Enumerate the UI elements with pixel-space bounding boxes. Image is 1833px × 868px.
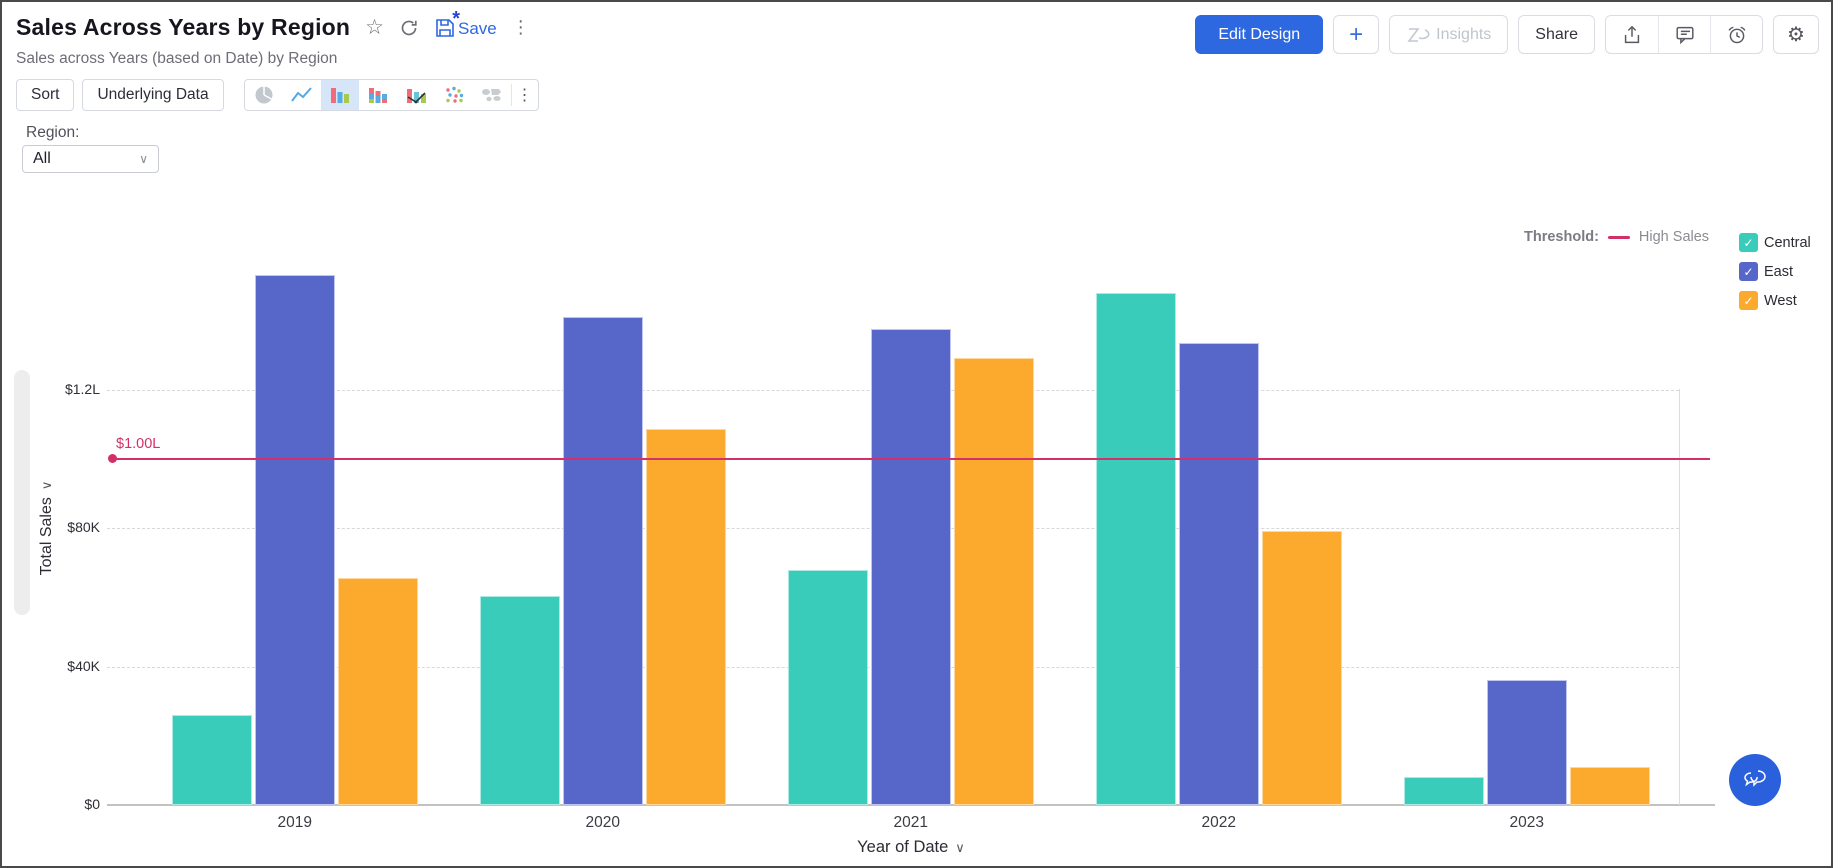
underlying-data-button[interactable]: Underlying Data bbox=[82, 79, 224, 111]
legend-item-east[interactable]: ✓ East bbox=[1739, 262, 1811, 281]
edit-design-button[interactable]: Edit Design bbox=[1195, 15, 1324, 54]
legend-item-west[interactable]: ✓ West bbox=[1739, 291, 1811, 310]
y-tick-label: $1.2L bbox=[64, 380, 100, 397]
more-chart-types-icon[interactable]: ⋮ bbox=[516, 87, 533, 104]
comments-button[interactable] bbox=[1658, 16, 1710, 53]
bar-central-2019[interactable] bbox=[172, 714, 252, 805]
filter-label: Region: bbox=[26, 124, 80, 141]
x-tick-label: 2021 bbox=[893, 814, 928, 831]
zia-icon bbox=[1407, 27, 1430, 42]
settings-button[interactable]: ⚙ bbox=[1773, 15, 1819, 54]
scatter-chart-icon[interactable] bbox=[435, 80, 473, 110]
map-chart-icon[interactable] bbox=[473, 80, 511, 110]
legend-item-central[interactable]: ✓ Central bbox=[1739, 233, 1811, 252]
bar-west-2020[interactable] bbox=[645, 429, 726, 805]
title-row: Sales Across Years by Region ☆ * Save ⋮ bbox=[16, 8, 530, 41]
save-button[interactable]: * Save bbox=[434, 8, 497, 39]
bar-east-2022[interactable] bbox=[1178, 342, 1259, 805]
assistant-chat-button[interactable] bbox=[1729, 754, 1781, 806]
divider bbox=[510, 84, 512, 106]
refresh-icon bbox=[401, 20, 417, 35]
legend-label: East bbox=[1764, 263, 1794, 280]
save-floppy-icon: * bbox=[434, 8, 460, 39]
legend-checkbox: ✓ bbox=[1739, 233, 1758, 252]
y-axis-strip bbox=[14, 370, 30, 615]
bar-east-2021[interactable] bbox=[870, 328, 951, 805]
add-button[interactable]: + bbox=[1333, 15, 1380, 54]
threshold-legend-dash bbox=[1607, 235, 1630, 239]
threshold-legend-name: High Sales bbox=[1638, 229, 1710, 245]
bar-central-2021[interactable] bbox=[788, 569, 868, 805]
chart-toolbar: Sort Underlying Data bbox=[16, 79, 539, 111]
threshold-value-label: $1.00L bbox=[116, 435, 161, 452]
x-axis-line bbox=[107, 804, 1715, 806]
bar-chart-icon[interactable] bbox=[320, 80, 359, 110]
x-tick-label: 2020 bbox=[585, 814, 620, 831]
chart-type-switcher: ⋮ bbox=[243, 79, 539, 111]
save-label: Save bbox=[458, 18, 497, 38]
top-actions: Edit Design + Insights Share bbox=[1195, 15, 1819, 54]
series-legend: ✓ Central ✓ East ✓ West bbox=[1739, 233, 1811, 310]
line-chart-icon[interactable] bbox=[283, 80, 321, 110]
x-tick-label: 2019 bbox=[277, 814, 312, 831]
y-tick-label: $80K bbox=[67, 519, 100, 535]
bar-west-2022[interactable] bbox=[1261, 531, 1342, 805]
share-button[interactable]: Share bbox=[1518, 15, 1595, 54]
refresh-icon[interactable] bbox=[399, 18, 419, 38]
export-button[interactable] bbox=[1606, 16, 1658, 53]
threshold-dot bbox=[108, 454, 117, 464]
comment-icon bbox=[1675, 26, 1694, 44]
bar-central-2023[interactable] bbox=[1404, 777, 1484, 805]
export-icon bbox=[1624, 25, 1640, 43]
y-axis-title[interactable]: Total Sales ∨ bbox=[38, 480, 55, 576]
chevron-down-icon: ∨ bbox=[39, 480, 54, 491]
legend-label: West bbox=[1764, 292, 1797, 309]
bar-east-2019[interactable] bbox=[254, 275, 335, 805]
title-more-menu-icon[interactable]: ⋮ bbox=[511, 17, 530, 37]
alerts-button[interactable] bbox=[1710, 16, 1762, 53]
sort-button[interactable]: Sort bbox=[16, 79, 75, 111]
chevron-down-icon: ∨ bbox=[955, 839, 965, 855]
threshold-legend-label: Threshold: bbox=[1524, 229, 1599, 245]
bar-central-2022[interactable] bbox=[1096, 292, 1176, 805]
legend-checkbox: ✓ bbox=[1739, 262, 1758, 281]
page-title: Sales Across Years by Region bbox=[16, 14, 351, 40]
y-tick-label: $0 bbox=[84, 796, 100, 812]
plot-right-border bbox=[1679, 389, 1680, 805]
favorite-star-icon[interactable]: ☆ bbox=[365, 16, 384, 39]
region-filter-value: All bbox=[33, 150, 51, 167]
unsaved-asterisk: * bbox=[452, 7, 460, 30]
page-subtitle: Sales across Years (based on Date) by Re… bbox=[16, 50, 338, 67]
bar-west-2021[interactable] bbox=[953, 358, 1034, 805]
combo-chart-icon[interactable] bbox=[397, 80, 435, 110]
y-tick-label: $40K bbox=[67, 657, 100, 674]
alarm-clock-icon bbox=[1728, 26, 1745, 43]
secondary-actions-group bbox=[1605, 15, 1763, 54]
x-tick-label: 2022 bbox=[1201, 814, 1236, 831]
gear-icon: ⚙ bbox=[1787, 24, 1805, 46]
x-tick-label: 2023 bbox=[1509, 814, 1544, 831]
threshold-line bbox=[112, 457, 1710, 460]
x-axis-title[interactable]: Year of Date ∨ bbox=[857, 838, 965, 856]
pie-chart-icon[interactable] bbox=[245, 80, 283, 110]
stacked-bar-icon[interactable] bbox=[359, 80, 397, 110]
bar-central-2020[interactable] bbox=[480, 595, 560, 805]
legend-checkbox: ✓ bbox=[1739, 291, 1758, 310]
chevron-down-icon: ∨ bbox=[139, 152, 148, 166]
legend-label: Central bbox=[1764, 234, 1811, 251]
chat-bubbles-icon bbox=[1744, 770, 1766, 787]
bar-east-2023[interactable] bbox=[1486, 680, 1567, 805]
bar-west-2023[interactable] bbox=[1569, 766, 1650, 805]
bar-west-2019[interactable] bbox=[337, 578, 418, 805]
region-filter-dropdown[interactable]: All ∨ bbox=[22, 145, 159, 173]
bar-east-2020[interactable] bbox=[562, 316, 643, 805]
threshold-legend: Threshold: High Sales bbox=[1524, 229, 1709, 245]
insights-button[interactable]: Insights bbox=[1389, 15, 1509, 54]
